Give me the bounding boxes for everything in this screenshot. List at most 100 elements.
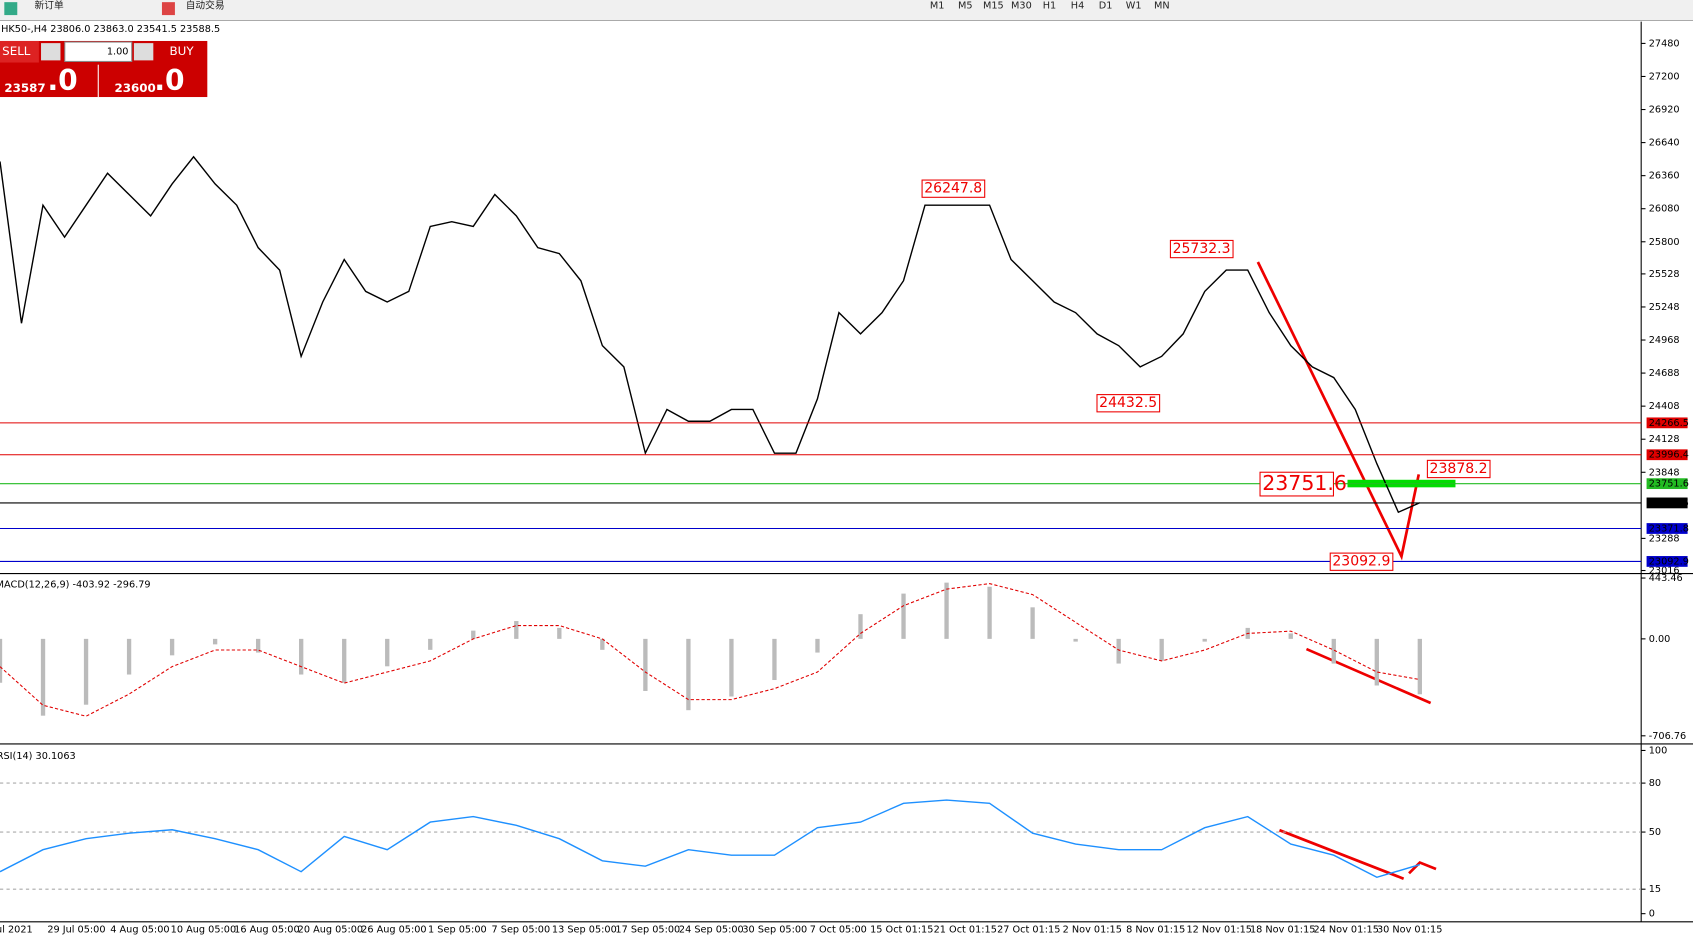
histogram-bar: [643, 638, 648, 691]
histogram-bar: [514, 621, 519, 639]
annotation-box: [1169, 239, 1234, 259]
y-tick-label: 27480: [1649, 38, 1680, 49]
x-tick-label: 20 Aug 05:00: [298, 924, 363, 935]
timeframe-button[interactable]: W1: [1126, 0, 1142, 11]
y-tick-label: 0: [1649, 909, 1655, 920]
timeframe-button[interactable]: M15: [983, 0, 1004, 11]
level-label: 23996.4: [1649, 450, 1689, 461]
histogram-bar: [40, 638, 46, 716]
buy-price-fraction[interactable]: .0: [154, 64, 184, 97]
price-line: [0, 155, 1421, 514]
histogram-bar: [126, 638, 132, 675]
x-tick-label: 15 Oct 01:15: [870, 924, 933, 935]
histogram-bar: [858, 614, 863, 639]
x-tick-label: 30 Nov 01:15: [1377, 924, 1442, 935]
sell-button[interactable]: [0, 40, 39, 63]
level-tag: [1646, 497, 1688, 509]
y-tick-label: 25248: [1649, 302, 1680, 313]
histogram-bar: [729, 638, 734, 697]
timeframe-button[interactable]: D1: [1099, 0, 1113, 11]
y-tick-label: 25800: [1649, 237, 1680, 248]
histogram-bar: [255, 638, 261, 653]
timeframe-button[interactable]: H4: [1071, 0, 1084, 11]
y-tick-label: 27200: [1649, 71, 1680, 82]
y-tick-label: 0.00: [1649, 634, 1671, 645]
histogram-bar: [471, 630, 476, 639]
sell-price[interactable]: 23587: [4, 81, 45, 95]
lot-value[interactable]: 1.00: [107, 47, 129, 58]
annotation-box: [1096, 394, 1161, 413]
histogram-bar: [815, 638, 820, 653]
histogram-bar: [1331, 638, 1336, 664]
rsi-info: RSI(14) 30.1063: [0, 751, 76, 762]
timeframe-button[interactable]: MN: [1154, 0, 1170, 11]
y-tick-label: 24128: [1649, 434, 1680, 445]
symbol-info: HK50-,H4 23806.0 23863.0 23541.5 23588.5: [1, 24, 220, 35]
level-label: 23092.9: [1649, 556, 1689, 567]
x-tick-label: 7 Sep 05:00: [492, 924, 551, 935]
histogram-bar: [1288, 633, 1293, 639]
histogram-bar: [0, 638, 3, 683]
macd-arrow: [1305, 647, 1432, 705]
level-label: 23751.6: [1649, 479, 1689, 490]
annotation: 24432.5: [1099, 395, 1157, 411]
histogram-bar: [212, 638, 218, 645]
x-tick-label: 26 Aug 05:00: [361, 924, 426, 935]
new-order-button[interactable]: 新订单: [35, 0, 64, 11]
histogram-bar: [83, 638, 89, 705]
x-tick-label: 16 Aug 05:00: [234, 924, 299, 935]
x-tick-label: 30 Sep 05:00: [742, 924, 807, 935]
x-tick-label: 17 Sep 05:00: [615, 924, 680, 935]
x-tick-label: 10 Aug 05:00: [171, 924, 236, 935]
annotation: 23751.6: [1262, 471, 1347, 495]
y-tick-label: 26640: [1649, 138, 1680, 149]
histogram-bar: [1159, 638, 1164, 661]
y-tick-label: 26080: [1649, 204, 1680, 215]
annotation: 23878.2: [1430, 461, 1488, 477]
x-tick-label: 2 Nov 01:15: [1063, 924, 1122, 935]
timeframe-button[interactable]: H1: [1043, 0, 1056, 11]
histogram-bar: [385, 638, 390, 667]
histogram-bar: [342, 638, 347, 683]
lot-down[interactable]: [41, 43, 61, 61]
histogram-bar: [1417, 638, 1422, 695]
x-tick-label: 21 Oct 01:15: [934, 924, 997, 935]
histogram-bar: [557, 627, 562, 639]
autotrade-button[interactable]: 自动交易: [186, 0, 225, 11]
timeframe-button[interactable]: M1: [930, 0, 945, 11]
y-tick-label: 23288: [1649, 533, 1680, 544]
y-tick-label: 25528: [1649, 269, 1680, 280]
annotation: 26247.8: [924, 181, 982, 197]
histogram-bar: [987, 586, 992, 639]
histogram-bar: [772, 638, 777, 681]
histogram-bar: [1374, 638, 1379, 686]
trade-panel: SELL 1.00 BUY 23587 .0 23600 .0: [0, 40, 208, 98]
level-label: 23588.5: [1649, 498, 1689, 509]
level-tag: [1646, 478, 1688, 490]
annotation-box: [921, 179, 986, 198]
level-label: 24266.5: [1649, 418, 1689, 429]
annotation-box: [1329, 552, 1394, 571]
buy-price[interactable]: 23600: [114, 81, 155, 95]
y-tick-label: 24968: [1649, 335, 1680, 346]
sell-label[interactable]: SELL: [2, 44, 31, 58]
histogram-bar: [169, 638, 175, 656]
timeframe-button[interactable]: M5: [958, 0, 973, 11]
timeframe-button[interactable]: M30: [1011, 0, 1032, 11]
y-tick-label: 50: [1649, 827, 1661, 838]
histogram-bar: [1073, 638, 1078, 642]
annotation-box: [1259, 471, 1334, 497]
buy-label[interactable]: BUY: [170, 44, 195, 58]
autotrade-icon[interactable]: [161, 2, 175, 16]
sell-price-fraction[interactable]: .0: [48, 64, 78, 97]
histogram-bar: [1030, 607, 1035, 639]
level-label: 23371.8: [1649, 524, 1689, 535]
histogram-bar: [901, 593, 906, 639]
lot-up[interactable]: [133, 43, 154, 61]
x-tick-label: 29 Jul 05:00: [47, 924, 105, 935]
x-tick-label: 24 Sep 05:00: [679, 924, 744, 935]
x-tick-label: 27 Oct 01:15: [997, 924, 1060, 935]
new-order-icon[interactable]: [4, 2, 18, 16]
lot-input[interactable]: [64, 41, 133, 62]
